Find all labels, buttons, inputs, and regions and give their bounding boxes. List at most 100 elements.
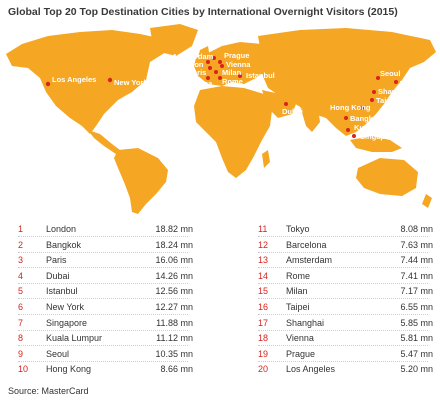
rank-number: 3 — [18, 255, 24, 266]
row-divider — [258, 236, 428, 237]
source-note: Source: MasterCard — [8, 386, 89, 396]
row-divider — [258, 267, 428, 269]
visitor-count: 5.81 mn — [400, 333, 433, 344]
label-shanghai: Shanghai — [378, 87, 412, 96]
rank-number: 10 — [18, 364, 29, 375]
city-name: Barcelona — [286, 239, 327, 250]
visitor-count: 18.82 mn — [155, 224, 193, 234]
label-bangkok: Bangkok — [350, 114, 383, 123]
visitor-count: 7.44 mn — [400, 255, 433, 266]
arabia — [262, 90, 296, 118]
visitor-count: 7.41 mn — [400, 270, 433, 281]
label-rome: Rome — [222, 77, 243, 86]
table-row: 12 Barcelona 7.63 mn — [258, 240, 433, 254]
row-divider — [258, 345, 428, 347]
dot-london — [206, 60, 210, 64]
rank-number: 4 — [18, 270, 24, 281]
dot-istanbul — [238, 74, 242, 78]
rank-number: 5 — [18, 286, 24, 297]
table-row: 15 Milan 7.17 mn — [258, 286, 433, 300]
visitor-count: 5.47 mn — [400, 348, 433, 359]
row-divider — [258, 360, 428, 362]
dot-milan — [214, 70, 218, 74]
city-name: Hong Kong — [46, 364, 92, 375]
visitor-count: 8.08 mn — [400, 224, 433, 234]
label-dubai: Dubai — [282, 107, 303, 116]
rank-number: 11 — [258, 224, 268, 234]
continents — [6, 24, 436, 214]
visitor-count: 7.63 mn — [400, 239, 433, 250]
label-barcelona: Barcelona — [176, 79, 213, 88]
visitor-count: 10.35 mn — [155, 348, 193, 359]
dot-amsterdam — [212, 56, 216, 60]
city-name: Rome — [286, 270, 311, 281]
table-row: 19 Prague 5.47 mn — [258, 349, 433, 363]
label-taipei: Taipei — [376, 96, 397, 105]
label-amsterdam: Amsterdam — [172, 52, 214, 61]
visitor-count: 5.85 mn — [400, 317, 433, 328]
europe — [194, 42, 270, 86]
table-row: 17 Shanghai 5.85 mn — [258, 318, 433, 332]
australia — [356, 158, 418, 196]
rank-number: 8 — [18, 333, 24, 344]
dot-paris — [208, 66, 212, 70]
dot-rome — [218, 76, 222, 80]
label-paris: Paris — [188, 68, 206, 77]
dot-tokyo — [394, 80, 398, 84]
table-row: 18 Vienna 5.81 mn — [258, 333, 433, 347]
rankings-left: 1 London 18.82 mn 2 Bangkok 18.24 mn 3 Paris 16.… — [18, 224, 193, 374]
visitor-count: 16.06 mn — [155, 255, 193, 266]
dot-taipei — [370, 98, 374, 102]
rank-number: 7 — [18, 317, 24, 328]
rank-number: 18 — [258, 333, 269, 344]
row-divider — [18, 360, 188, 362]
table-row: 3 Paris 16.06 mn — [18, 255, 193, 269]
table-row: 14 Rome 7.41 mn — [258, 271, 433, 285]
table-row: 11 Tokyo 8.08 mn — [258, 224, 433, 238]
rank-number: 13 — [258, 255, 269, 266]
label-hong-kong: Hong Kong — [330, 103, 371, 112]
table-row: 8 Kuala Lumpur 11.12 mn — [18, 333, 193, 347]
label-vienna: Vienna — [226, 60, 251, 69]
city-name: Vienna — [286, 333, 314, 344]
dot-singapore — [352, 134, 356, 138]
row-divider — [18, 314, 188, 315]
dot-kuala-lumpur — [346, 128, 350, 132]
madagascar — [262, 150, 270, 168]
label-prague: Prague — [224, 51, 249, 60]
dot-new-york — [107, 77, 113, 83]
city-name: Los Angeles — [286, 364, 336, 375]
dot-los-angeles — [45, 81, 51, 87]
dot-bangkok — [344, 116, 348, 120]
city-name: New York — [46, 302, 85, 312]
visitor-count: 18.24 mn — [155, 239, 193, 250]
city-name: Paris — [46, 255, 67, 266]
city-name: London — [46, 224, 77, 234]
table-row: 7 Singapore 11.88 mn — [18, 318, 193, 332]
uk — [198, 46, 210, 62]
city-name: Istanbul — [46, 286, 78, 297]
visitor-count: 7.17 mn — [400, 286, 433, 297]
city-name: Shanghai — [286, 317, 325, 328]
city-name: Tokyo — [286, 224, 310, 234]
table-row: 4 Dubai 14.26 mn — [18, 271, 193, 285]
label-seoul: Seoul — [380, 69, 400, 78]
dot-barcelona — [206, 76, 210, 80]
table-row: 20 Los Angeles 5.20 mn — [258, 364, 433, 378]
city-name: Singapore — [46, 317, 88, 328]
label-istanbul: Istanbul — [246, 71, 275, 80]
row-divider — [258, 298, 428, 300]
city-name: Seoul — [46, 348, 70, 359]
dot-vienna — [220, 64, 224, 68]
row-divider — [18, 329, 188, 331]
rank-number: 9 — [18, 348, 24, 359]
page-title: Global Top 20 Top Destination Cities by … — [8, 6, 398, 18]
rank-number: 19 — [258, 348, 269, 359]
city-name: Dubai — [46, 270, 70, 281]
table-row: 13 Amsterdam 7.44 mn — [258, 255, 433, 269]
dot-seoul — [376, 76, 380, 80]
visitor-count: 5.20 mn — [400, 364, 433, 375]
visitor-count: 12.27 mn — [155, 302, 193, 312]
dot-hong-kong — [360, 106, 364, 110]
new-zealand — [422, 194, 432, 208]
